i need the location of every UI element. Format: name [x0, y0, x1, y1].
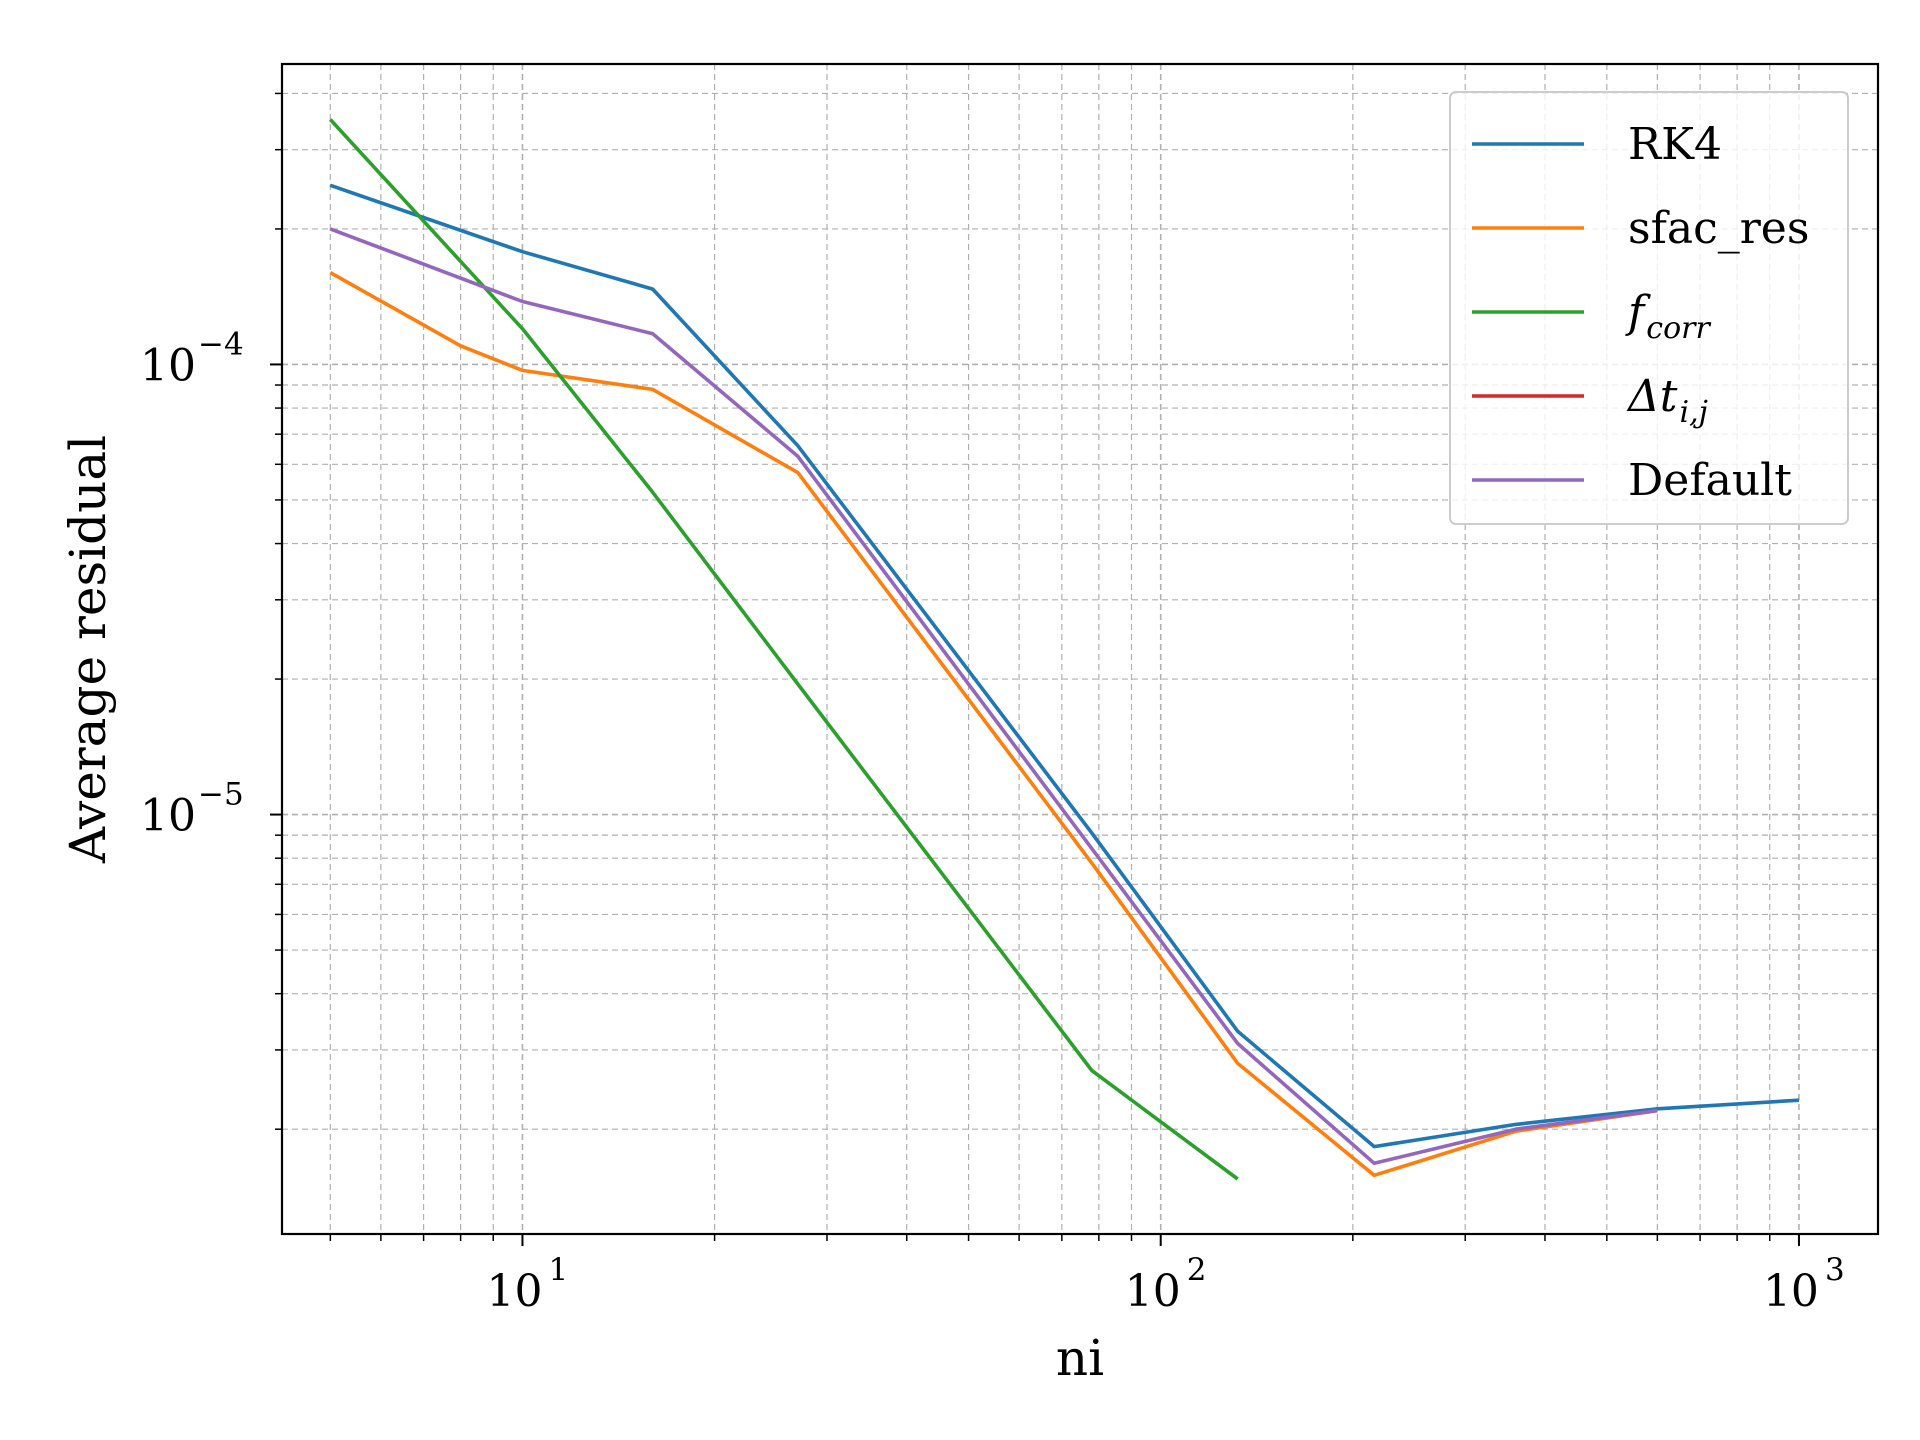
x-tick-label: 10 — [1763, 1266, 1819, 1317]
y-tick-label-exponent: −5 — [198, 777, 244, 813]
legend-label-sub-2: corr — [1646, 311, 1711, 346]
y-tick-label: 10 — [140, 340, 196, 391]
tick-labels: 10 1 10 2 10 310 −510 −4 — [140, 326, 1845, 1317]
x-tick-label: 10 — [486, 1266, 542, 1317]
series-layer — [328, 118, 1800, 1181]
series-line-2 — [328, 118, 1239, 1181]
legend-label-1: sfac_res — [1628, 203, 1809, 254]
y-tick-label: 10 — [140, 791, 196, 842]
legend-label-3: Δt — [1626, 371, 1678, 422]
series-line-0 — [329, 183, 1800, 1149]
x-tick-label: 10 — [1125, 1266, 1181, 1317]
legend-label-0: RK4 — [1628, 119, 1722, 170]
ticks-layer — [270, 92, 1800, 1246]
series-line-4 — [329, 227, 1658, 1166]
legend-label-4: Default — [1628, 455, 1792, 506]
y-axis-title: Average residual — [59, 435, 117, 864]
x-axis-title: ni — [1056, 1329, 1104, 1387]
x-tick-label-exponent: 1 — [548, 1252, 568, 1288]
legend-box — [1449, 91, 1849, 525]
x-tick-label-exponent: 3 — [1825, 1252, 1845, 1288]
legend-label-sub-3: i,j — [1679, 395, 1707, 430]
x-tick-label-exponent: 2 — [1187, 1252, 1207, 1288]
plot-frame — [280, 62, 1880, 1236]
y-tick-label-exponent: −4 — [198, 326, 244, 362]
series-line-1 — [329, 271, 1658, 1178]
